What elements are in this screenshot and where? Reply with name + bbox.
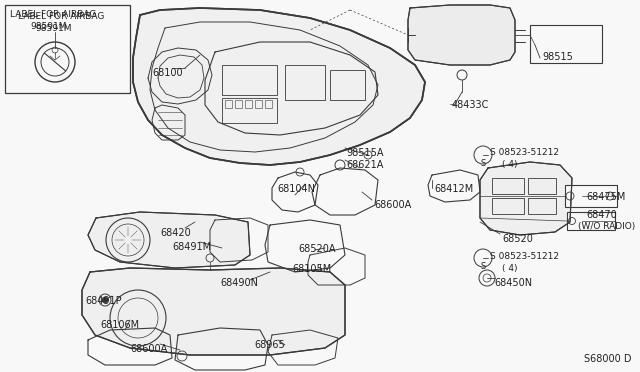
Polygon shape [88,212,250,268]
Bar [265,100,272,108]
Bar [492,198,524,214]
Bar [245,100,252,108]
Text: 68491P: 68491P [85,296,122,306]
Text: 98591M: 98591M [35,24,72,33]
Bar [330,70,365,100]
Text: 68475M: 68475M [586,192,625,202]
Bar [255,100,262,108]
Text: ( 4): ( 4) [502,160,518,169]
Text: 68100: 68100 [152,68,182,78]
Bar [5,5,130,93]
Text: 68420: 68420 [160,228,191,238]
Circle shape [102,297,108,303]
Bar [492,178,524,194]
Bar [235,100,242,108]
Polygon shape [408,5,515,65]
Bar [528,178,556,194]
Bar [222,98,277,123]
Text: S 08523-51212: S 08523-51212 [490,148,559,157]
Text: 68105M: 68105M [292,264,332,274]
Polygon shape [133,8,425,165]
Text: 68600A: 68600A [130,344,167,354]
Text: 68106M: 68106M [100,320,139,330]
Text: 98515: 98515 [542,52,573,62]
Text: 68600A: 68600A [374,200,412,210]
Text: LABEL FOR AIRBAG: LABEL FOR AIRBAG [18,12,104,21]
Bar [565,185,617,207]
Bar [222,65,277,95]
Text: 68491M: 68491M [172,242,211,252]
Text: ( 4): ( 4) [502,264,518,273]
Text: LABEL FOR AIRBAG: LABEL FOR AIRBAG [10,10,97,19]
Text: 68621A: 68621A [346,160,383,170]
Bar [567,212,615,230]
Text: S 08523-51212: S 08523-51212 [490,252,559,261]
Bar [528,198,556,214]
Bar [225,100,232,108]
Text: S68000 D: S68000 D [584,354,632,364]
Text: 68520A: 68520A [298,244,335,254]
Text: 48433C: 48433C [452,100,490,110]
Text: 68490N: 68490N [220,278,258,288]
Polygon shape [480,162,572,235]
Text: S: S [481,262,486,271]
Text: 68450N: 68450N [494,278,532,288]
Text: 98515A: 98515A [346,148,383,158]
Text: 68965: 68965 [254,340,285,350]
Bar [530,25,602,63]
Bar [285,65,325,100]
Text: 98591M: 98591M [30,22,67,31]
Text: 68412M: 68412M [434,184,473,194]
Text: 68520: 68520 [502,234,533,244]
Text: (W/O RADIO): (W/O RADIO) [578,222,636,231]
Text: S: S [481,159,486,168]
Polygon shape [82,268,345,355]
Text: 68104N: 68104N [277,184,315,194]
Text: 68470: 68470 [586,210,617,220]
